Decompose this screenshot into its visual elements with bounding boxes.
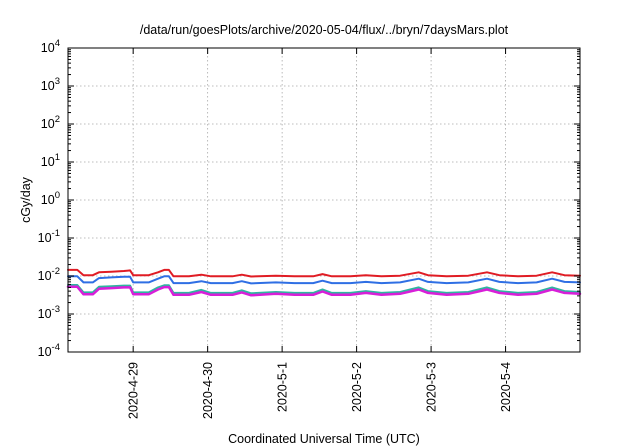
series-line-3 [67,284,581,295]
series-line-4 [66,285,582,297]
y-axis-label: cGy/day [19,176,33,223]
y-tick-label: 10-2 [38,266,60,283]
plot-frame [67,47,581,353]
x-axis-ticks: 2020-4-29 2020-4-30 2020-5-1 2020-5-2 2020-5… [127,48,513,419]
series-line-1 [67,268,581,278]
data-series [66,268,582,297]
x-axis-label: Coordinated Universal Time (UTC) [228,432,420,446]
x-tick-label: 2020-5-1 [276,362,290,412]
gridlines [68,48,580,352]
y-tick-label: 102 [41,114,60,131]
series-line-2 [67,275,581,285]
y-tick-label: 103 [41,76,60,93]
y-tick-label: 100 [41,190,60,207]
y-tick-label: 10-1 [38,228,60,245]
y-tick-label: 104 [41,38,60,55]
x-tick-label: 2020-5-3 [425,362,439,412]
x-tick-label: 2020-4-30 [201,362,215,419]
chart-title: /data/run/goesPlots/archive/2020-05-04/f… [140,23,509,37]
x-tick-label: 2020-4-29 [127,362,141,419]
y-tick-label: 10-3 [38,304,60,321]
x-tick-label: 2020-5-4 [499,362,513,412]
y-tick-label: 10-4 [38,342,60,359]
x-tick-label: 2020-5-2 [350,362,364,412]
y-tick-label: 101 [41,152,60,169]
